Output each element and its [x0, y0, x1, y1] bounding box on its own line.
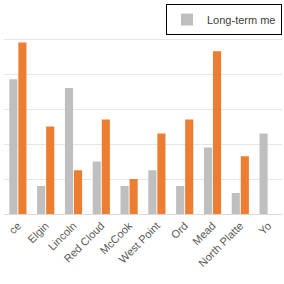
svg-text:ce: ce	[6, 220, 23, 237]
svg-text:Long-term me: Long-term me	[207, 14, 275, 26]
svg-text:McCook: McCook	[97, 219, 134, 256]
svg-text:Mead: Mead	[190, 220, 218, 248]
svg-text:Ord: Ord	[169, 220, 190, 241]
svg-text:Lincoln: Lincoln	[46, 220, 79, 253]
svg-text:Elgin: Elgin	[25, 220, 51, 246]
svg-text:West Point: West Point	[116, 220, 162, 266]
svg-text:Yo: Yo	[256, 220, 273, 237]
svg-text:North Platte: North Platte	[196, 220, 246, 270]
svg-text:Red Cloud: Red Cloud	[61, 220, 106, 265]
